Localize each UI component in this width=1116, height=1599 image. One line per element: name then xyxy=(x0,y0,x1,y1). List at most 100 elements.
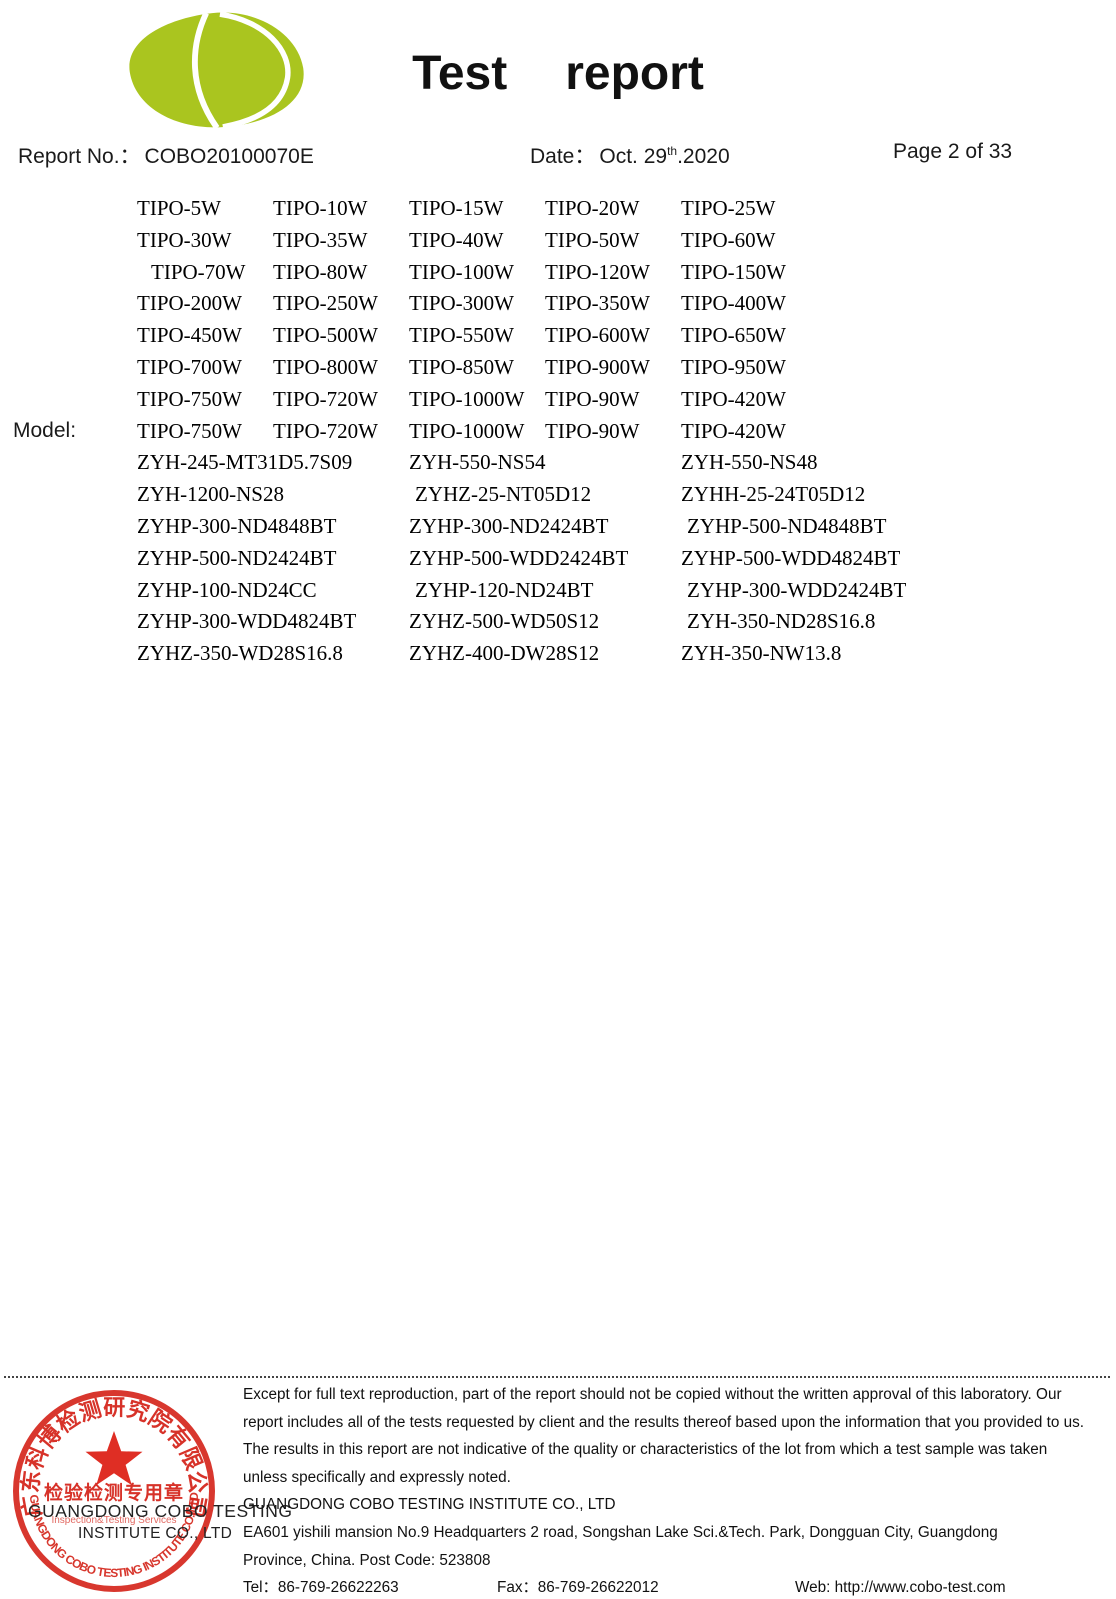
model-cell: ZYHP-100-ND24CC xyxy=(137,577,317,602)
footer-divider xyxy=(4,1376,1110,1378)
model-cell: ZYH-550-NS48 xyxy=(681,450,818,475)
model-cell: TIPO-15W xyxy=(409,196,504,220)
model-cell: ZYHP-500-ND4848BT xyxy=(687,513,887,538)
seal-ring xyxy=(13,1390,215,1592)
company-address-line2: Province, China. Post Code: 523808 xyxy=(243,1551,491,1569)
model-cell: TIPO-900W xyxy=(545,354,650,379)
model-row: ZYHZ-350-WD28S16.8 ZYHZ-400-DW28S12 ZYH-… xyxy=(137,641,906,673)
model-cell: ZYH-350-NW13.8 xyxy=(681,641,842,666)
model-cell: TIPO-70W xyxy=(151,259,246,284)
model-cell: ZYH-245-MT31D5.7S09 xyxy=(137,450,353,475)
model-cell: TIPO-350W xyxy=(545,291,650,316)
model-row: ZYH-1200-NS28 ZYHZ-25-NT05D12 ZYHH-25-24… xyxy=(137,482,906,514)
report-date-year: .2020 xyxy=(677,145,730,168)
model-cell: TIPO-5W xyxy=(137,196,221,220)
model-cell: TIPO-700W xyxy=(137,354,242,379)
company-seal: 广东科博检测研究院有限公司 检验检测专用章 Inspection&Testing… xyxy=(13,1390,215,1592)
model-cell: TIPO-1000W xyxy=(409,418,525,443)
report-number: Report No.： COBO20100070E xyxy=(18,140,314,170)
model-cell: ZYHZ-500-WD50S12 xyxy=(409,609,600,634)
report-date-ordinal: th xyxy=(667,144,678,158)
website-url: Web: http://www.cobo-test.com xyxy=(795,1579,1006,1597)
company-address-line1: EA601 yishili mansion No.9 Headquarters … xyxy=(243,1523,998,1541)
model-row: TIPO-5W TIPO-10W TIPO-15W TIPO-20W TIPO-… xyxy=(137,196,906,228)
model-cell: ZYH-550-NS54 xyxy=(409,450,546,475)
title-word-2: report xyxy=(565,47,704,100)
model-cell: ZYHP-500-WDD2424BT xyxy=(409,545,629,570)
model-cell: TIPO-750W xyxy=(137,386,242,411)
model-cell: TIPO-850W xyxy=(409,354,514,379)
model-row: TIPO-200W TIPO-250W TIPO-300W TIPO-350W … xyxy=(137,291,906,323)
seal-faint-line: Inspection&Testing Services xyxy=(51,1515,176,1526)
model-cell: TIPO-400W xyxy=(681,291,786,316)
model-cell: TIPO-500W xyxy=(273,323,378,348)
company-logo-icon xyxy=(129,11,304,130)
model-cell: TIPO-60W xyxy=(681,227,776,252)
model-cell: ZYHP-500-ND2424BT xyxy=(137,545,337,570)
company-name: GUANGDONG COBO TESTING INSTITUTE CO., LT… xyxy=(243,1496,616,1514)
star-icon xyxy=(85,1431,143,1486)
model-cell: ZYHZ-400-DW28S12 xyxy=(409,641,600,666)
model-cell: ZYHP-120-ND24BT xyxy=(415,577,594,602)
model-cell: TIPO-750W xyxy=(137,418,242,443)
model-cell: ZYHP-500-WDD4824BT xyxy=(681,545,901,570)
model-cell: TIPO-90W xyxy=(545,418,640,443)
model-row: ZYHP-100-ND24CC ZYHP-120-ND24BT ZYHP-300… xyxy=(137,578,906,610)
model-cell: TIPO-720W xyxy=(273,386,378,411)
model-label: Model: xyxy=(13,419,77,442)
logo-blob xyxy=(129,12,304,128)
model-row: TIPO-750W TIPO-720W TIPO-1000W TIPO-90W … xyxy=(137,387,906,419)
model-cell: ZYHP-300-ND4848BT xyxy=(137,513,337,538)
model-cell: ZYH-1200-NS28 xyxy=(137,482,284,507)
model-cell: TIPO-150W xyxy=(681,259,786,284)
disclaimer-line: The results in this report are not indic… xyxy=(243,1441,1048,1459)
model-cell: TIPO-25W xyxy=(681,196,776,220)
report-number-label: Report No.： xyxy=(18,145,141,168)
page-indicator: Page 2 of 33 xyxy=(893,140,1013,163)
footer-text: Except for full text reproduction, part … xyxy=(243,1381,1093,1599)
model-row: TIPO-70W TIPO-80W TIPO-100W TIPO-120W TI… xyxy=(137,260,906,292)
model-cell: TIPO-1000W xyxy=(409,386,525,411)
model-row: TIPO-750W TIPO-720W TIPO-1000W TIPO-90W … xyxy=(137,419,906,451)
model-cell: TIPO-90W xyxy=(545,386,640,411)
disclaimer-line: Except for full text reproduction, part … xyxy=(243,1386,1062,1403)
model-cell: ZYHZ-25-NT05D12 xyxy=(415,482,592,507)
model-cell: TIPO-35W xyxy=(273,227,368,252)
model-cell: TIPO-100W xyxy=(409,259,514,284)
disclaimer-line: unless specifically and expressly noted. xyxy=(243,1468,511,1486)
tel-number: Tel：86-769-26622263 xyxy=(243,1579,399,1597)
model-row: ZYHP-300-ND4848BT ZYHP-300-ND2424BT ZYHP… xyxy=(137,514,906,546)
model-cell: TIPO-420W xyxy=(681,386,786,411)
model-row: TIPO-450W TIPO-500W TIPO-550W TIPO-600W … xyxy=(137,323,906,355)
model-cell: TIPO-10W xyxy=(273,196,368,220)
model-table: TIPO-5W TIPO-10W TIPO-15W TIPO-20W TIPO-… xyxy=(137,196,906,673)
logo-stripe-right xyxy=(219,11,291,130)
model-cell: TIPO-600W xyxy=(545,323,650,348)
model-cell: TIPO-420W xyxy=(681,418,786,443)
model-cell: ZYHH-25-24T05D12 xyxy=(681,482,866,507)
model-cell: ZYHP-300-ND2424BT xyxy=(409,513,609,538)
seal-overlay-company: GUANGDONG COBO TESTING xyxy=(28,1501,293,1521)
report-date-value: Oct. 29 xyxy=(599,145,668,168)
model-cell: TIPO-80W xyxy=(273,259,368,284)
disclaimer-line: report includes all of the tests request… xyxy=(243,1413,1084,1431)
logo-stripe-left xyxy=(192,11,220,130)
report-date: Date： Oct. 29th.2020 xyxy=(530,140,730,170)
model-row: ZYHP-500-ND2424BT ZYHP-500-WDD2424BT ZYH… xyxy=(137,546,906,578)
model-cell: TIPO-50W xyxy=(545,227,640,252)
model-cell: TIPO-720W xyxy=(273,418,378,443)
page-title: Test report xyxy=(0,46,1116,101)
model-cell: TIPO-550W xyxy=(409,323,514,348)
model-cell: TIPO-250W xyxy=(273,291,378,316)
model-cell: TIPO-40W xyxy=(409,227,504,252)
report-date-label: Date： xyxy=(530,145,596,168)
model-cell: ZYHZ-350-WD28S16.8 xyxy=(137,641,343,666)
model-cell: TIPO-120W xyxy=(545,259,650,284)
model-cell: ZYH-350-ND28S16.8 xyxy=(687,609,876,634)
model-cell: TIPO-450W xyxy=(137,323,242,348)
seal-chinese-title: 检验检测专用章 xyxy=(44,1481,184,1504)
model-cell: TIPO-200W xyxy=(137,291,242,316)
model-cell: TIPO-20W xyxy=(545,196,640,220)
model-cell: TIPO-950W xyxy=(681,354,786,379)
